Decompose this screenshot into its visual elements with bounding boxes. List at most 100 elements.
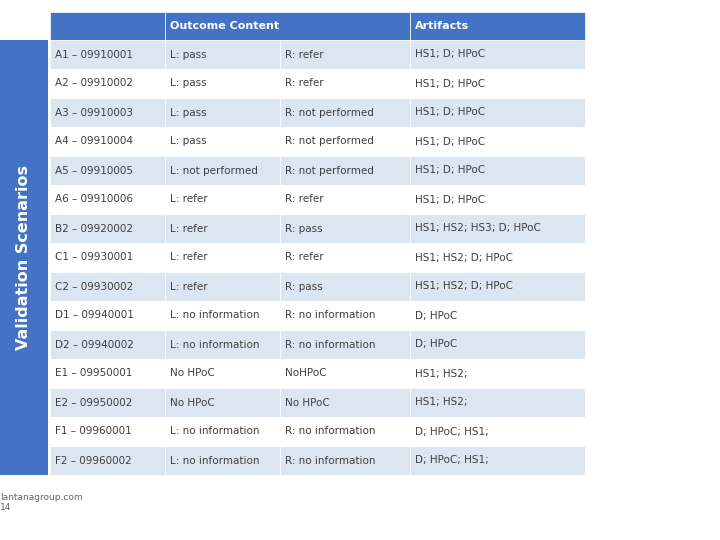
Bar bbox=[165, 40, 280, 69]
Text: L: pass: L: pass bbox=[170, 137, 207, 146]
Bar bbox=[50, 330, 165, 359]
Text: R: no information: R: no information bbox=[285, 427, 376, 436]
Text: HS1; HS2;: HS1; HS2; bbox=[415, 397, 467, 408]
Bar bbox=[165, 214, 280, 243]
Bar bbox=[50, 417, 165, 446]
Bar bbox=[50, 185, 165, 214]
Bar bbox=[50, 359, 165, 388]
Bar bbox=[50, 127, 165, 156]
Text: HS1; D; HPoC: HS1; D; HPoC bbox=[415, 107, 485, 118]
Bar bbox=[280, 156, 410, 185]
Bar bbox=[50, 388, 165, 417]
Text: No HPoC: No HPoC bbox=[170, 368, 215, 379]
Text: L: refer: L: refer bbox=[170, 194, 207, 205]
Text: HS1; D; HPoC: HS1; D; HPoC bbox=[415, 194, 485, 205]
Bar bbox=[410, 69, 585, 98]
Bar bbox=[50, 12, 165, 40]
Text: R: no information: R: no information bbox=[285, 340, 376, 349]
Bar bbox=[50, 214, 165, 243]
Text: L: pass: L: pass bbox=[170, 50, 207, 59]
Bar bbox=[280, 446, 410, 475]
Text: B2 – 09920002: B2 – 09920002 bbox=[55, 224, 133, 233]
Bar bbox=[410, 185, 585, 214]
Text: HS1; HS2; D; HPoC: HS1; HS2; D; HPoC bbox=[415, 281, 513, 292]
Bar bbox=[165, 359, 280, 388]
Bar bbox=[280, 127, 410, 156]
Bar bbox=[280, 69, 410, 98]
Text: L: not performed: L: not performed bbox=[170, 165, 258, 176]
Text: D; HPoC: D; HPoC bbox=[415, 340, 457, 349]
Text: NoHPoC: NoHPoC bbox=[285, 368, 326, 379]
Bar bbox=[50, 301, 165, 330]
Text: Validation Scenarios: Validation Scenarios bbox=[17, 165, 32, 350]
Bar bbox=[165, 127, 280, 156]
Bar bbox=[165, 98, 280, 127]
Text: F1 – 09960001: F1 – 09960001 bbox=[55, 427, 132, 436]
Text: D1 – 09940001: D1 – 09940001 bbox=[55, 310, 134, 321]
Bar bbox=[165, 301, 280, 330]
Bar bbox=[410, 330, 585, 359]
Bar bbox=[410, 446, 585, 475]
Bar bbox=[165, 446, 280, 475]
Text: HS1; HS2; HS3; D; HPoC: HS1; HS2; HS3; D; HPoC bbox=[415, 224, 541, 233]
Text: R: pass: R: pass bbox=[285, 281, 323, 292]
Bar bbox=[280, 243, 410, 272]
Text: L: no information: L: no information bbox=[170, 456, 259, 465]
Text: HS1; D; HPoC: HS1; D; HPoC bbox=[415, 165, 485, 176]
Bar bbox=[410, 417, 585, 446]
Bar bbox=[165, 388, 280, 417]
Text: A4 – 09910004: A4 – 09910004 bbox=[55, 137, 133, 146]
Text: L: refer: L: refer bbox=[170, 281, 207, 292]
Text: R: no information: R: no information bbox=[285, 310, 376, 321]
Text: C1 – 09930001: C1 – 09930001 bbox=[55, 253, 133, 262]
Bar bbox=[50, 272, 165, 301]
Text: R: refer: R: refer bbox=[285, 50, 323, 59]
Text: E1 – 09950001: E1 – 09950001 bbox=[55, 368, 132, 379]
Bar bbox=[280, 185, 410, 214]
Text: lantanagroup.com: lantanagroup.com bbox=[0, 493, 83, 502]
Bar bbox=[165, 69, 280, 98]
Text: L: no information: L: no information bbox=[170, 340, 259, 349]
Text: R: not performed: R: not performed bbox=[285, 107, 374, 118]
Bar bbox=[165, 330, 280, 359]
Text: 14: 14 bbox=[0, 503, 12, 512]
Text: HS1; HS2;: HS1; HS2; bbox=[415, 368, 467, 379]
Bar bbox=[410, 12, 585, 40]
Bar bbox=[410, 156, 585, 185]
Text: F2 – 09960002: F2 – 09960002 bbox=[55, 456, 132, 465]
Text: HS1; D; HPoC: HS1; D; HPoC bbox=[415, 137, 485, 146]
Bar bbox=[280, 98, 410, 127]
Text: A6 – 09910006: A6 – 09910006 bbox=[55, 194, 133, 205]
Text: R: pass: R: pass bbox=[285, 224, 323, 233]
Bar bbox=[410, 272, 585, 301]
Text: R: not performed: R: not performed bbox=[285, 137, 374, 146]
Bar bbox=[410, 359, 585, 388]
Bar bbox=[50, 446, 165, 475]
Text: R: no information: R: no information bbox=[285, 456, 376, 465]
Text: R: refer: R: refer bbox=[285, 253, 323, 262]
Text: HS1; D; HPoC: HS1; D; HPoC bbox=[415, 50, 485, 59]
Bar bbox=[410, 243, 585, 272]
Bar bbox=[410, 127, 585, 156]
Bar bbox=[50, 156, 165, 185]
Text: L: no information: L: no information bbox=[170, 427, 259, 436]
Bar bbox=[280, 388, 410, 417]
Text: C2 – 09930002: C2 – 09930002 bbox=[55, 281, 133, 292]
Text: R: refer: R: refer bbox=[285, 78, 323, 89]
Text: D2 – 09940002: D2 – 09940002 bbox=[55, 340, 134, 349]
Bar bbox=[410, 40, 585, 69]
Bar bbox=[280, 301, 410, 330]
Text: A1 – 09910001: A1 – 09910001 bbox=[55, 50, 133, 59]
Bar bbox=[410, 301, 585, 330]
Text: No HPoC: No HPoC bbox=[170, 397, 215, 408]
Bar bbox=[165, 185, 280, 214]
Text: Outcome Content: Outcome Content bbox=[170, 21, 279, 31]
Bar bbox=[280, 359, 410, 388]
Bar bbox=[280, 330, 410, 359]
Text: L: no information: L: no information bbox=[170, 310, 259, 321]
Text: HS1; D; HPoC: HS1; D; HPoC bbox=[415, 78, 485, 89]
Bar bbox=[280, 214, 410, 243]
Text: A5 – 09910005: A5 – 09910005 bbox=[55, 165, 133, 176]
Text: No HPoC: No HPoC bbox=[285, 397, 330, 408]
Text: A2 – 09910002: A2 – 09910002 bbox=[55, 78, 133, 89]
